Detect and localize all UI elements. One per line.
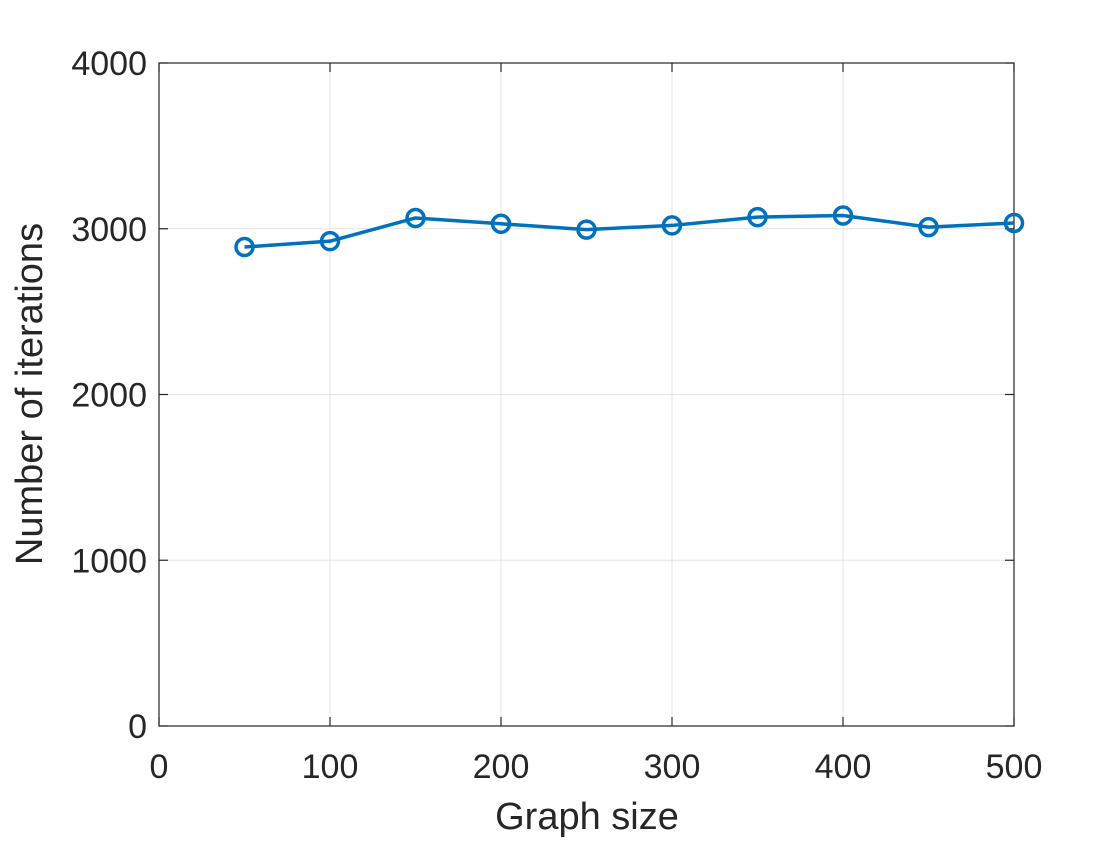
- y-tick-label: 0: [128, 708, 147, 746]
- x-axis-title: Graph size: [495, 796, 679, 838]
- data-point: [832, 205, 854, 226]
- axes-box: [158, 62, 1015, 727]
- y-axis-title: Number of iterations: [9, 223, 51, 565]
- data-point: [405, 207, 426, 229]
- x-tick-label: 300: [644, 748, 701, 786]
- series-layer: [234, 205, 1025, 258]
- data-point: [747, 206, 768, 228]
- tick-labels: 0 100 200 300 400 500 0 1000 2000 3000 4000: [71, 45, 1042, 786]
- grid-lines: [158, 62, 1015, 727]
- x-tick-label: 400: [815, 748, 872, 786]
- y-tick-label: 2000: [71, 377, 147, 415]
- data-point: [918, 216, 939, 238]
- data-point: [234, 236, 255, 258]
- x-tick-label: 200: [473, 748, 530, 786]
- y-tick-label: 3000: [71, 211, 147, 249]
- data-point: [319, 230, 341, 252]
- data-point: [661, 215, 683, 236]
- x-tick-label: 0: [150, 748, 169, 786]
- data-point: [576, 219, 597, 240]
- x-tick-label: 500: [986, 748, 1043, 786]
- series-line: [244, 213, 1015, 249]
- data-point: [1003, 212, 1025, 234]
- data-point: [490, 213, 512, 235]
- x-tick-label: 100: [302, 748, 359, 786]
- y-tick-label: 4000: [71, 45, 147, 83]
- y-tick-label: 1000: [71, 542, 147, 580]
